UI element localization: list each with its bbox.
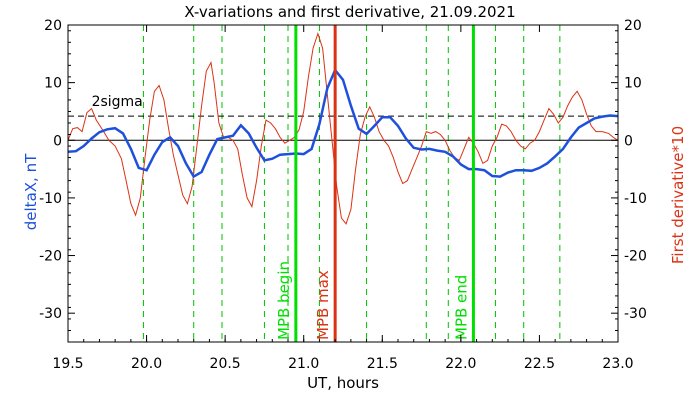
- x-axis-label: UT, hours: [307, 374, 379, 392]
- y-tick-label-right-0: -30: [624, 306, 647, 322]
- y-axis-left-label: deltaX, nT: [22, 153, 40, 230]
- x-tick-label-6: 22.5: [524, 356, 555, 372]
- x-tick-label-7: 23.0: [602, 356, 633, 372]
- x-tick-label-2: 20.5: [210, 356, 241, 372]
- y-tick-label-left-5: 20: [44, 18, 62, 34]
- y-tick-label-right-5: 20: [624, 18, 642, 34]
- y-axis-right-ticks: -30 -20 -10 0 10 20: [611, 18, 647, 343]
- y-tick-label-left-3: 0: [53, 133, 62, 149]
- marker-label-0: MPB begin: [275, 261, 293, 340]
- plot-area: 2sigma MPB begin MPB max MPB end: [67, 24, 619, 343]
- x-tick-label-4: 21.5: [367, 356, 398, 372]
- x-axis-ticks: 19.5 20.0 20.5 21.0 21.5 22.0 22.5 23.0: [52, 25, 634, 372]
- x-tick-label-3: 21.0: [288, 356, 319, 372]
- y-tick-label-right-3: 0: [624, 133, 633, 149]
- y-tick-label-left-0: -30: [39, 306, 62, 322]
- dashed-lines: [142, 25, 561, 342]
- x-tick-label-0: 19.5: [52, 356, 83, 372]
- x-tick-label-5: 22.0: [445, 356, 476, 372]
- x-tick-label-1: 20.0: [131, 356, 162, 372]
- chart-title: X-variations and first derivative, 21.09…: [184, 3, 515, 21]
- marker-label-2: MPB end: [452, 275, 470, 340]
- y-axis-left-ticks: -30 -20 -10 0 10 20: [39, 18, 75, 343]
- marker-label-1: MPB max: [314, 270, 332, 340]
- y-tick-label-right-1: -20: [624, 249, 647, 265]
- threshold-label: 2sigma: [92, 94, 143, 110]
- y-axis-right-label: First derivative*10: [669, 126, 687, 264]
- y-tick-label-left-1: -20: [39, 249, 62, 265]
- deltax-series-line: [67, 67, 619, 179]
- y-tick-label-left-4: 10: [44, 76, 62, 92]
- y-tick-label-right-2: -10: [624, 191, 647, 207]
- y-tick-label-right-4: 10: [624, 76, 642, 92]
- plot-frame: [67, 24, 619, 343]
- vertical-markers: MPB begin MPB max MPB end: [275, 25, 475, 342]
- derivative-series-line: [67, 31, 619, 225]
- y-tick-label-left-2: -10: [39, 191, 62, 207]
